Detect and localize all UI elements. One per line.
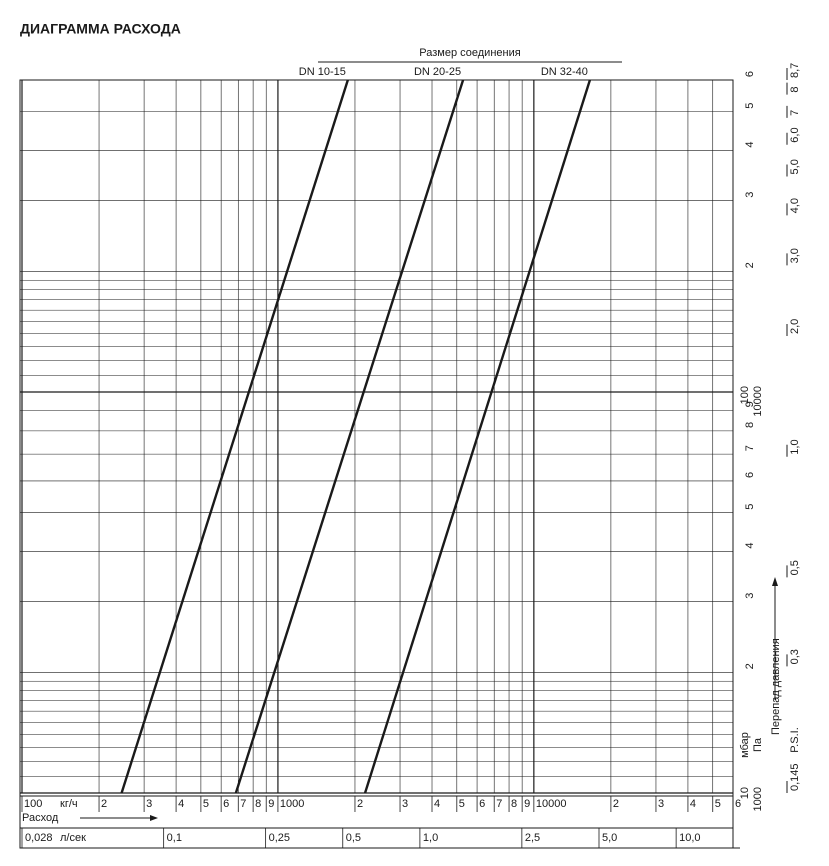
y-arrow-head (772, 577, 778, 586)
y3-tick-label: 2,0 (789, 319, 801, 334)
x-tick-label: 9 (268, 798, 274, 810)
x-tick-label: 100 (24, 798, 42, 810)
x-tick-label: 3 (146, 798, 152, 810)
x2-unit: л/сек (60, 832, 86, 844)
y-tick-label: 2 (744, 262, 756, 268)
series-line (363, 79, 592, 794)
x-axis-label: Расход (22, 812, 59, 824)
x-tick-label: 7 (496, 798, 502, 810)
y-tick-label: 100 (739, 386, 751, 404)
x-tick-label: 5 (715, 798, 721, 810)
y-tick-label: 8 (744, 422, 756, 428)
y-tick-label: 10 (739, 787, 751, 799)
y-tick-label: 9 (744, 401, 756, 407)
x-tick-label: 6 (223, 798, 229, 810)
y3-tick-label: 3,0 (789, 248, 801, 263)
x-tick-label: 4 (690, 798, 696, 810)
y-tick-label: 6 (744, 472, 756, 478)
y-tick-label: 7 (744, 445, 756, 451)
x-tick-label: 2 (101, 798, 107, 810)
legend-title: Размер соединения (419, 47, 520, 59)
x-tick-label: 4 (434, 798, 440, 810)
x-tick-label: 5 (459, 798, 465, 810)
y-unit: мбар (739, 732, 751, 758)
y-tick-label: 3 (744, 593, 756, 599)
y3-tick-label: 0,145 (789, 763, 801, 791)
y3-tick-label: 4,0 (789, 198, 801, 213)
x2-tick-label: 10,0 (679, 832, 700, 844)
x-tick-label: 4 (178, 798, 184, 810)
y3-unit: P.S.I. (789, 727, 801, 752)
y-tick-label: 6 (744, 71, 756, 77)
y3-tick-label: 0,5 (789, 560, 801, 575)
x2-tick-label: 2,5 (525, 832, 540, 844)
y2-tick-label: 10000 (752, 386, 764, 417)
legend-label: DN 20-25 (414, 66, 461, 78)
x-tick-label: 6 (735, 798, 741, 810)
x-tick-label: 6 (479, 798, 485, 810)
x2-tick-label: 0,028 (25, 832, 53, 844)
x2-tick-label: 5,0 (602, 832, 617, 844)
y3-tick-label: 6,0 (789, 127, 801, 142)
y3-tick-label: 8,7 (789, 63, 801, 78)
x-tick-label: 5 (203, 798, 209, 810)
x-tick-label: 2 (613, 798, 619, 810)
y-tick-label: 3 (744, 192, 756, 198)
y3-tick-label: 7 (789, 110, 801, 116)
x-tick-label: 3 (658, 798, 664, 810)
x2-tick-label: 0,5 (346, 832, 361, 844)
x-tick-label: 1000 (280, 798, 304, 810)
y-tick-label: 5 (744, 103, 756, 109)
x-tick-label: 2 (357, 798, 363, 810)
chart-title: ДИАГРАММА РАСХОДА (20, 21, 181, 37)
x-tick-label: 9 (524, 798, 530, 810)
x-tick-label: 3 (402, 798, 408, 810)
y3-tick-label: 0,3 (789, 649, 801, 664)
y-tick-label: 4 (744, 543, 756, 549)
x2-tick-label: 0,25 (269, 832, 290, 844)
legend-label: DN 32-40 (541, 66, 588, 78)
series-line (234, 79, 465, 794)
y2-tick-label: 1000 (752, 787, 764, 811)
y-tick-label: 2 (744, 663, 756, 669)
x-unit: кг/ч (60, 798, 78, 810)
x2-tick-label: 1,0 (423, 832, 438, 844)
y3-tick-label: 1,0 (789, 439, 801, 454)
y-axis-label: Перепад давления (770, 638, 782, 735)
x2-tick-label: 0,1 (167, 832, 182, 844)
y2-unit: Па (752, 737, 764, 752)
series-line (120, 79, 349, 794)
x-arrow-head (150, 815, 158, 821)
x-tick-label: 8 (255, 798, 261, 810)
legend-label: DN 10-15 (299, 66, 346, 78)
y3-tick-label: 8 (789, 86, 801, 92)
x-tick-label: 8 (511, 798, 517, 810)
y-tick-label: 5 (744, 504, 756, 510)
y-tick-label: 4 (744, 142, 756, 148)
plot-frame (19, 79, 734, 849)
x-tick-label: 10000 (536, 798, 567, 810)
y3-tick-label: 5,0 (789, 159, 801, 174)
x-tick-label: 7 (240, 798, 246, 810)
